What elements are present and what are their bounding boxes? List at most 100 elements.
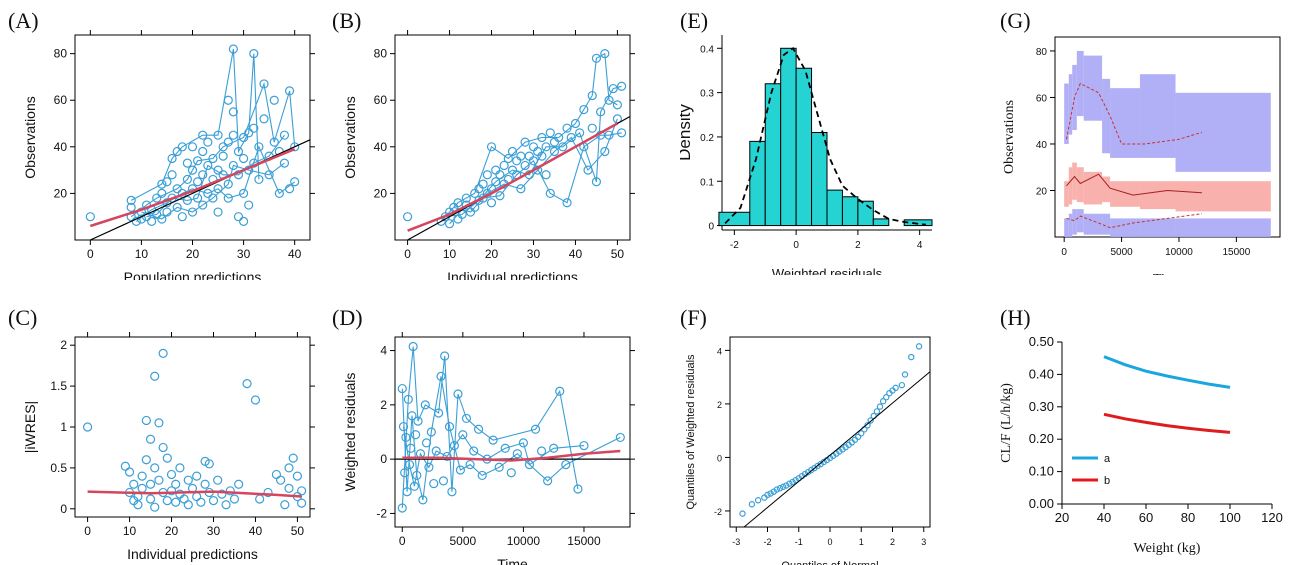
data-point bbox=[279, 130, 290, 140]
connecting-line bbox=[135, 145, 296, 222]
x-axis-label: Time bbox=[1153, 272, 1182, 275]
data-point bbox=[554, 132, 564, 143]
data-point bbox=[183, 475, 193, 485]
panel-label-e: (E) bbox=[680, 8, 709, 33]
data-point bbox=[420, 400, 430, 410]
x-tick-label: 2 bbox=[890, 537, 895, 547]
data-point bbox=[409, 481, 419, 491]
data-point bbox=[407, 411, 417, 421]
data-point bbox=[172, 202, 182, 212]
data-point bbox=[776, 484, 784, 492]
x-tick-label: 30 bbox=[207, 524, 221, 538]
data-point bbox=[608, 83, 618, 94]
data-point bbox=[491, 177, 501, 187]
data-point bbox=[512, 449, 522, 459]
data-point bbox=[213, 165, 223, 175]
data-point bbox=[892, 384, 899, 392]
x-axis-label: Individual predictions bbox=[127, 546, 258, 562]
observed-median-line bbox=[1066, 173, 1202, 196]
x-tick-label: 20 bbox=[485, 247, 499, 261]
data-point bbox=[486, 142, 497, 152]
data-point bbox=[486, 198, 497, 208]
x-tick-label: 40 bbox=[1097, 510, 1111, 525]
data-point bbox=[218, 151, 228, 161]
y-tick-label: 40 bbox=[1036, 140, 1048, 151]
smooth-line bbox=[89, 147, 296, 228]
x-tick-label: 100 bbox=[1219, 510, 1241, 525]
data-point bbox=[166, 469, 177, 480]
x-tick-label: 80 bbox=[1181, 510, 1195, 525]
data-point bbox=[162, 496, 172, 506]
data-point bbox=[915, 343, 923, 350]
x-tick-label: 30 bbox=[527, 247, 541, 261]
data-point bbox=[157, 214, 167, 224]
data-point bbox=[157, 179, 167, 189]
data-point bbox=[297, 486, 307, 496]
data-point bbox=[172, 146, 182, 157]
data-point bbox=[570, 118, 581, 129]
data-point bbox=[223, 95, 233, 105]
data-point bbox=[402, 212, 413, 222]
data-point bbox=[604, 95, 614, 105]
histogram-bar bbox=[841, 196, 859, 227]
data-point bbox=[150, 371, 160, 381]
panel-label-f: (F) bbox=[680, 305, 707, 330]
panel-label-d: (D) bbox=[332, 305, 363, 330]
data-point bbox=[192, 491, 202, 502]
data-point bbox=[440, 351, 450, 361]
data-point bbox=[873, 408, 881, 415]
y-tick-label: 20 bbox=[54, 186, 68, 200]
data-point bbox=[583, 165, 593, 175]
y-tick-label: 80 bbox=[54, 47, 68, 61]
connecting-line bbox=[146, 134, 285, 218]
data-point bbox=[129, 479, 139, 489]
x-axis-label: Weight (kg) bbox=[1134, 541, 1201, 556]
data-point bbox=[600, 49, 610, 59]
upper-pi-band bbox=[1102, 78, 1111, 154]
data-point bbox=[558, 142, 568, 152]
data-point bbox=[85, 212, 95, 222]
data-point bbox=[229, 494, 240, 504]
data-point bbox=[545, 188, 555, 199]
data-point bbox=[217, 489, 227, 499]
data-point bbox=[442, 451, 452, 462]
data-point bbox=[177, 212, 187, 222]
data-point bbox=[898, 381, 906, 389]
data-point bbox=[398, 421, 409, 432]
data-point bbox=[783, 482, 790, 489]
data-point bbox=[167, 153, 177, 164]
x-tick-label: 5000 bbox=[1110, 247, 1133, 258]
data-point bbox=[444, 421, 455, 432]
data-point bbox=[213, 130, 223, 140]
data-point bbox=[406, 443, 416, 453]
data-point bbox=[158, 442, 168, 453]
x-tick-label: 50 bbox=[291, 524, 305, 538]
series-line-a bbox=[1103, 355, 1231, 389]
data-point bbox=[208, 153, 218, 164]
data-point bbox=[455, 465, 466, 475]
x-tick-label: 10 bbox=[123, 524, 137, 538]
data-point bbox=[284, 184, 295, 194]
data-point bbox=[213, 207, 223, 217]
median-pi-band bbox=[1076, 167, 1084, 203]
y-tick-label: 80 bbox=[1036, 47, 1048, 58]
data-point bbox=[739, 510, 746, 517]
data-point bbox=[566, 132, 576, 143]
data-point bbox=[203, 160, 213, 171]
data-point bbox=[530, 424, 541, 434]
x-tick-label: -1 bbox=[795, 537, 803, 547]
data-point bbox=[908, 353, 915, 361]
data-point bbox=[402, 487, 412, 497]
y-tick-label: 60 bbox=[374, 93, 388, 107]
x-tick-label: 20 bbox=[186, 247, 200, 261]
data-point bbox=[177, 142, 187, 152]
data-point bbox=[228, 160, 238, 171]
data-point bbox=[137, 471, 147, 481]
data-point bbox=[617, 128, 627, 138]
y-tick-label: 80 bbox=[374, 47, 388, 61]
y-tick-label: 0 bbox=[708, 222, 714, 233]
data-point bbox=[820, 458, 827, 466]
upper-pi-band bbox=[1139, 74, 1176, 158]
connecting-line bbox=[440, 52, 618, 222]
x-tick-label: 10 bbox=[135, 247, 149, 261]
